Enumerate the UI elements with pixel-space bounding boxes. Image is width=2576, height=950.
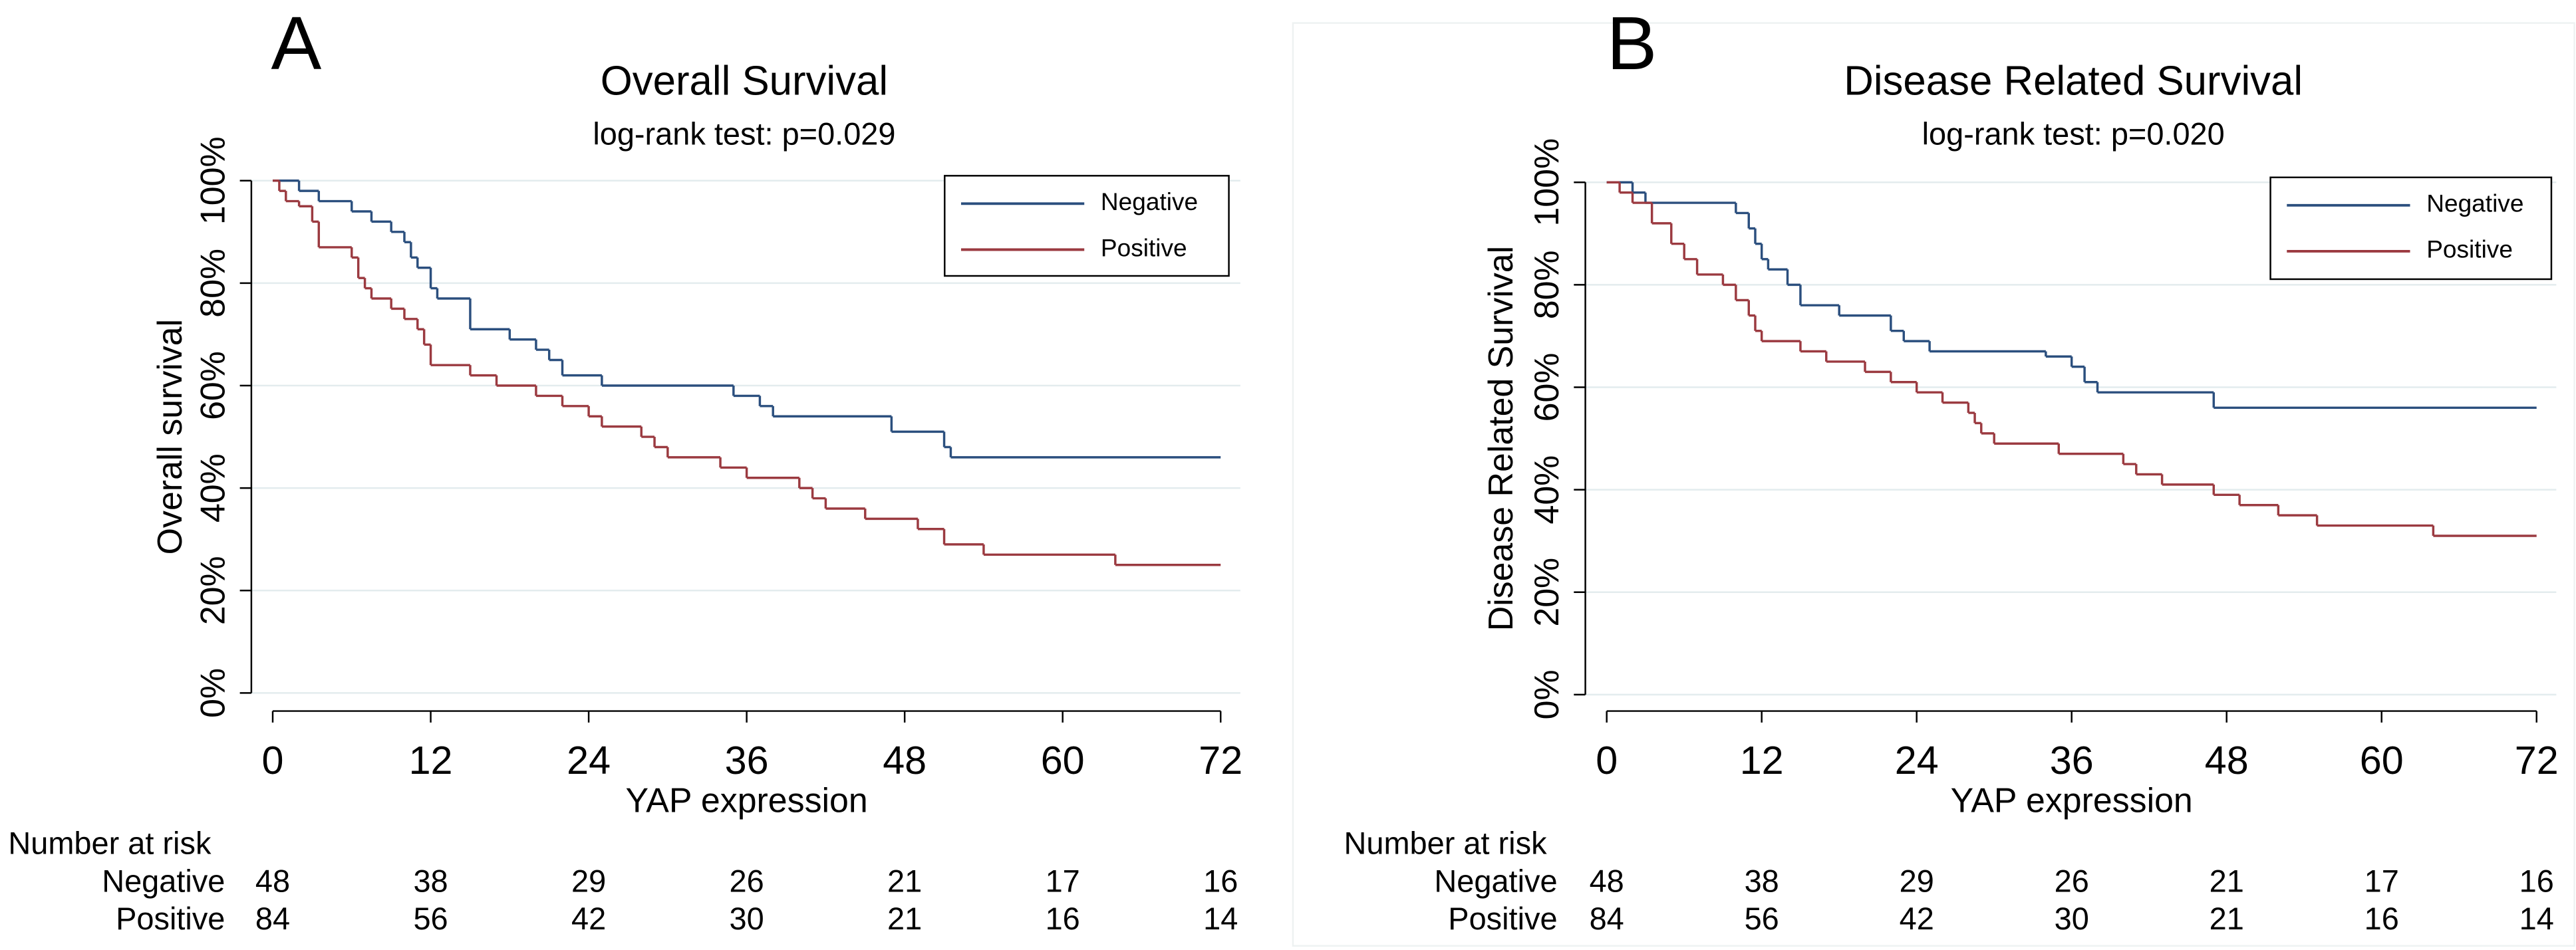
x-tick-label: 60: [2360, 738, 2404, 782]
y-tick-label: 60%: [193, 351, 231, 420]
legend-label: Positive: [1101, 233, 1187, 261]
y-tick-label: 80%: [193, 249, 231, 318]
risk-count: 21: [2210, 864, 2244, 898]
risk-row-name: Negative: [1434, 864, 1557, 898]
legend-box: [2269, 176, 2553, 281]
y-axis-label: Disease Related Survival: [1481, 246, 1520, 631]
x-tick-label: 24: [1895, 738, 1939, 782]
legend-label: Positive: [2426, 235, 2513, 263]
risk-count: 84: [255, 901, 290, 936]
panel-label: A: [271, 1, 322, 86]
risk-count: 42: [571, 901, 606, 936]
legend-label: Negative: [1101, 187, 1198, 215]
risk-count: 21: [2210, 901, 2244, 936]
y-tick-label: 40%: [193, 453, 231, 523]
x-tick-label: 36: [725, 738, 769, 782]
x-tick-label: 72: [2515, 738, 2559, 782]
risk-table-title: Number at risk: [8, 826, 212, 860]
risk-count: 38: [1745, 864, 1779, 898]
risk-row-name: Positive: [1448, 901, 1557, 936]
chart-title: Overall Survival: [601, 58, 888, 104]
risk-count: 16: [2519, 864, 2554, 898]
risk-count: 48: [255, 864, 290, 898]
x-tick-label: 48: [883, 738, 927, 782]
x-tick-label: 12: [409, 738, 453, 782]
y-tick-label: 60%: [1527, 353, 1566, 422]
y-tick-label: 20%: [1527, 558, 1566, 627]
risk-count: 38: [413, 864, 448, 898]
y-tick-label: 100%: [193, 136, 231, 225]
risk-count: 16: [2364, 901, 2399, 936]
risk-count: 21: [887, 901, 922, 936]
risk-count: 14: [1203, 901, 1238, 936]
risk-count: 26: [730, 864, 764, 898]
risk-count: 29: [1900, 864, 1934, 898]
x-axis-label: YAP expression: [626, 781, 868, 820]
panel-label: B: [1607, 1, 1657, 86]
legend-label: Negative: [2426, 189, 2523, 217]
risk-count: 16: [1046, 901, 1080, 936]
risk-count: 14: [2519, 901, 2554, 936]
risk-count: 26: [2055, 864, 2089, 898]
risk-count: 30: [2055, 901, 2089, 936]
y-tick-label: 0%: [1527, 669, 1566, 719]
risk-count: 84: [1590, 901, 1624, 936]
chart-subtitle: log-rank test: p=0.020: [1922, 116, 2225, 151]
risk-count: 16: [1203, 864, 1238, 898]
risk-row-name: Negative: [102, 864, 225, 898]
x-tick-label: 0: [262, 738, 284, 782]
risk-count: 56: [413, 901, 448, 936]
x-tick-label: 72: [1199, 738, 1242, 782]
y-tick-label: 100%: [1527, 138, 1566, 227]
risk-count: 56: [1745, 901, 1779, 936]
x-tick-label: 48: [2205, 738, 2249, 782]
panel-frame: [1292, 22, 2575, 947]
risk-count: 48: [1590, 864, 1624, 898]
legend-box: [944, 175, 1230, 277]
x-axis-label: YAP expression: [1951, 781, 2193, 820]
y-tick-label: 40%: [1527, 455, 1566, 525]
x-tick-label: 24: [567, 738, 611, 782]
x-tick-label: 12: [1740, 738, 1784, 782]
risk-count: 30: [730, 901, 764, 936]
risk-count: 17: [1046, 864, 1080, 898]
chart-title: Disease Related Survival: [1844, 58, 2303, 104]
risk-row-name: Positive: [116, 901, 225, 936]
risk-count: 42: [1900, 901, 1934, 936]
y-tick-label: 20%: [193, 556, 231, 625]
risk-table-title: Number at risk: [1344, 826, 1547, 860]
chart-subtitle: log-rank test: p=0.029: [593, 116, 895, 151]
y-axis-label: Overall survival: [150, 319, 189, 554]
y-tick-label: 0%: [193, 668, 231, 718]
x-tick-label: 60: [1041, 738, 1085, 782]
risk-count: 29: [571, 864, 606, 898]
y-tick-label: 80%: [1527, 250, 1566, 319]
risk-count: 17: [2364, 864, 2399, 898]
x-tick-label: 36: [2050, 738, 2094, 782]
x-tick-label: 0: [1596, 738, 1618, 782]
risk-count: 21: [887, 864, 922, 898]
